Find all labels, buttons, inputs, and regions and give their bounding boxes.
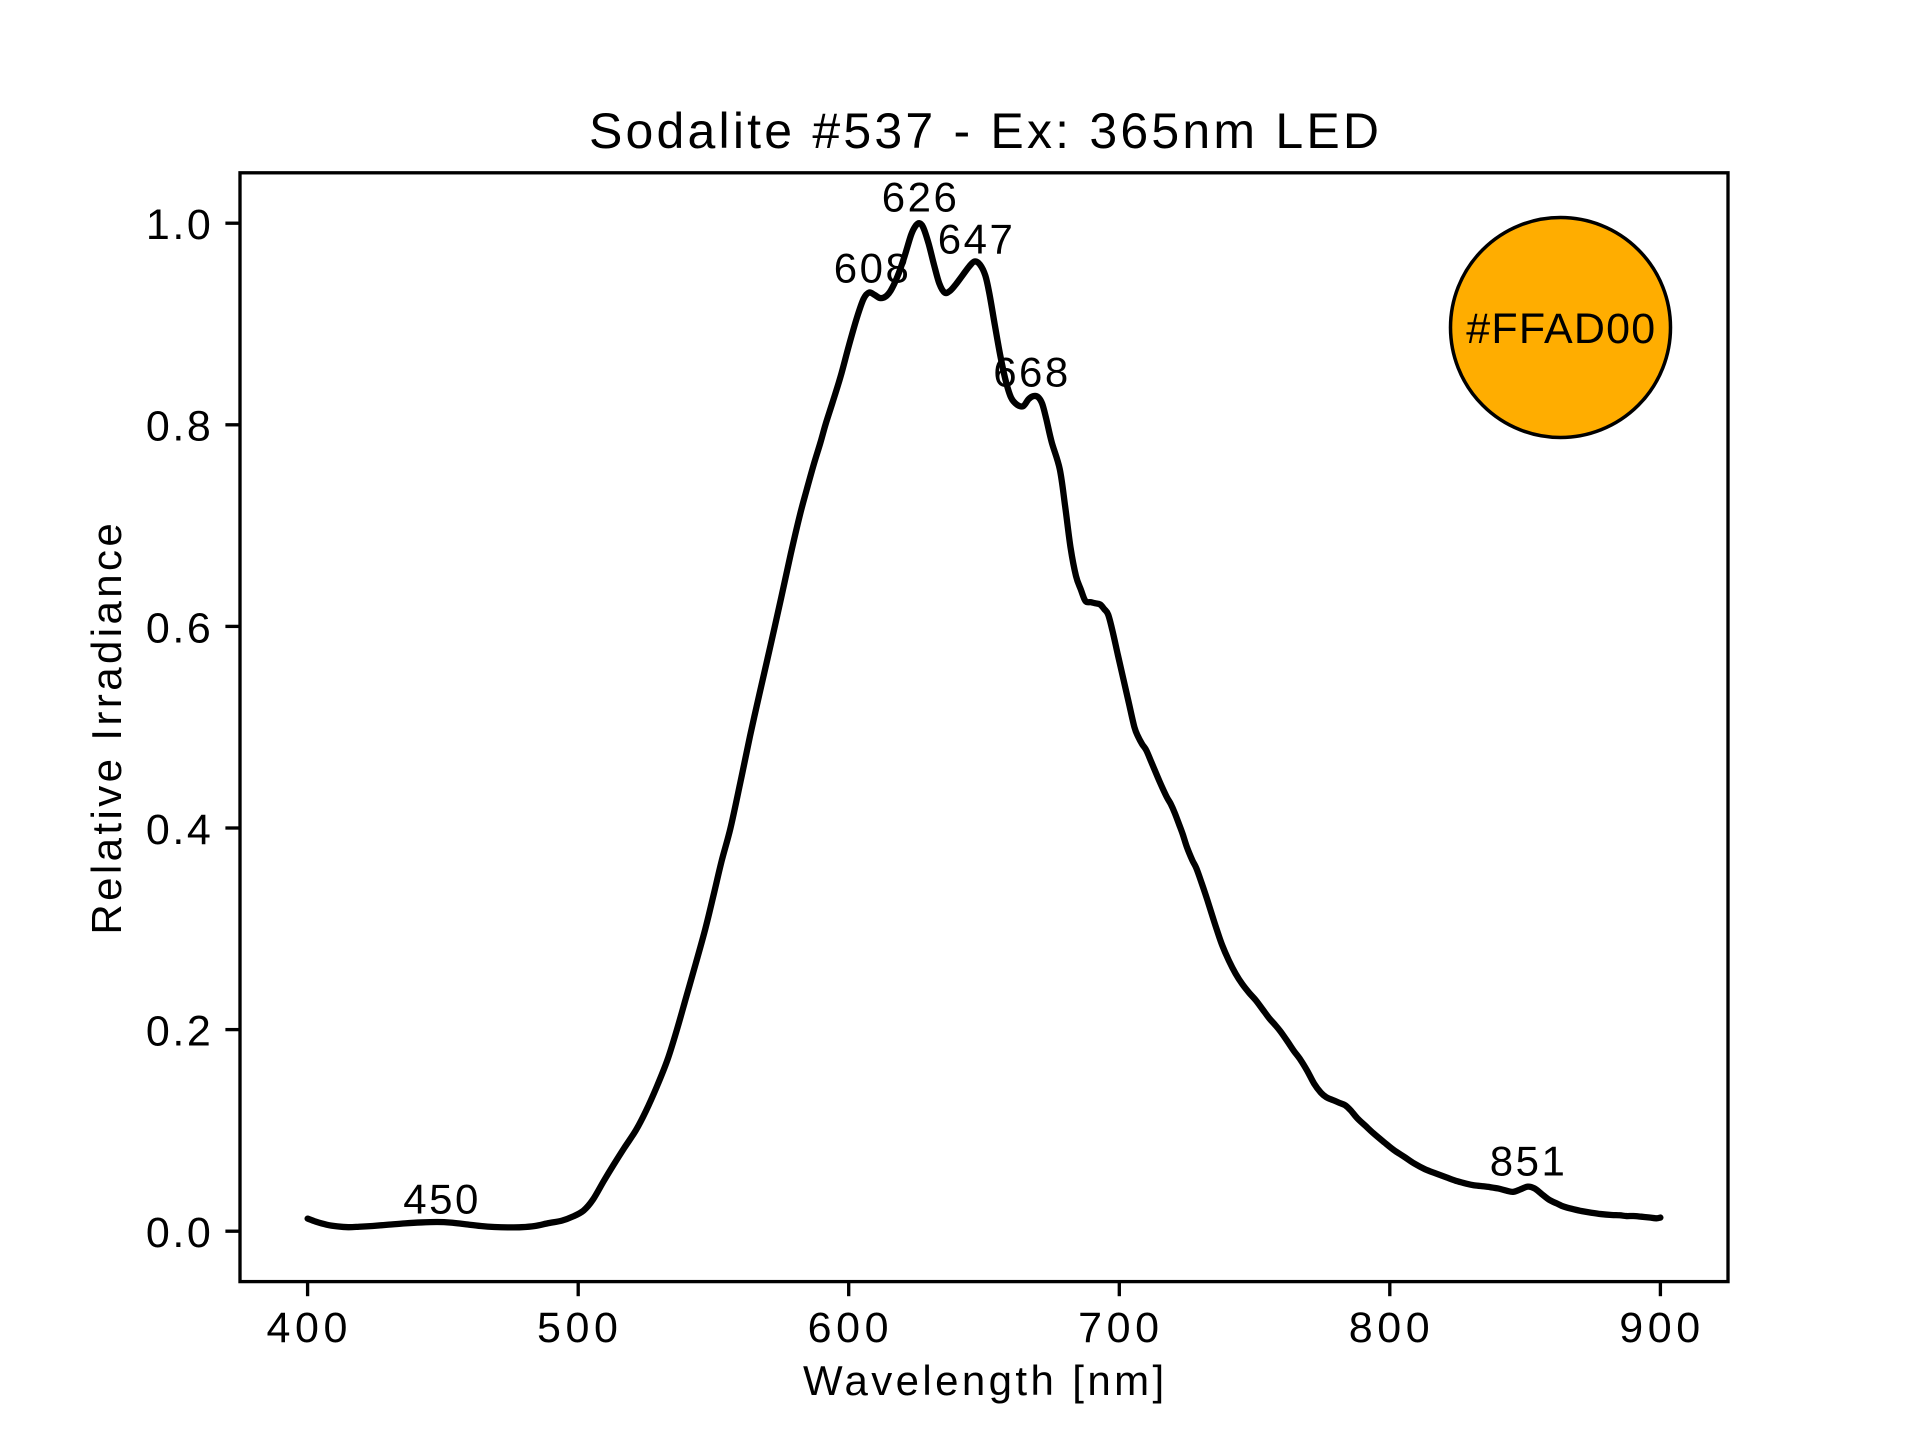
svg-text:Relative Irradiance: Relative Irradiance (83, 520, 130, 935)
svg-text:#FFAD00: #FFAD00 (1466, 305, 1656, 353)
svg-text:400: 400 (267, 1304, 353, 1352)
svg-text:608: 608 (834, 245, 912, 292)
svg-text:0.2: 0.2 (146, 1008, 214, 1056)
svg-text:900: 900 (1619, 1304, 1705, 1352)
svg-text:Wavelength [nm]: Wavelength [nm] (803, 1357, 1168, 1404)
svg-text:500: 500 (537, 1304, 623, 1352)
svg-text:0.6: 0.6 (146, 604, 214, 652)
svg-text:450: 450 (403, 1175, 481, 1222)
svg-text:800: 800 (1349, 1304, 1435, 1352)
svg-text:851: 851 (1490, 1137, 1568, 1184)
svg-text:0.0: 0.0 (146, 1209, 214, 1257)
svg-text:626: 626 (882, 174, 960, 221)
svg-text:700: 700 (1078, 1304, 1164, 1352)
svg-text:Sodalite #537 - Ex: 365nm LED: Sodalite #537 - Ex: 365nm LED (589, 103, 1382, 159)
svg-text:0.8: 0.8 (146, 403, 214, 451)
svg-text:647: 647 (938, 215, 1016, 262)
svg-text:1.0: 1.0 (146, 201, 214, 249)
svg-text:600: 600 (808, 1304, 894, 1352)
svg-text:0.4: 0.4 (146, 806, 214, 854)
svg-text:668: 668 (993, 349, 1071, 396)
